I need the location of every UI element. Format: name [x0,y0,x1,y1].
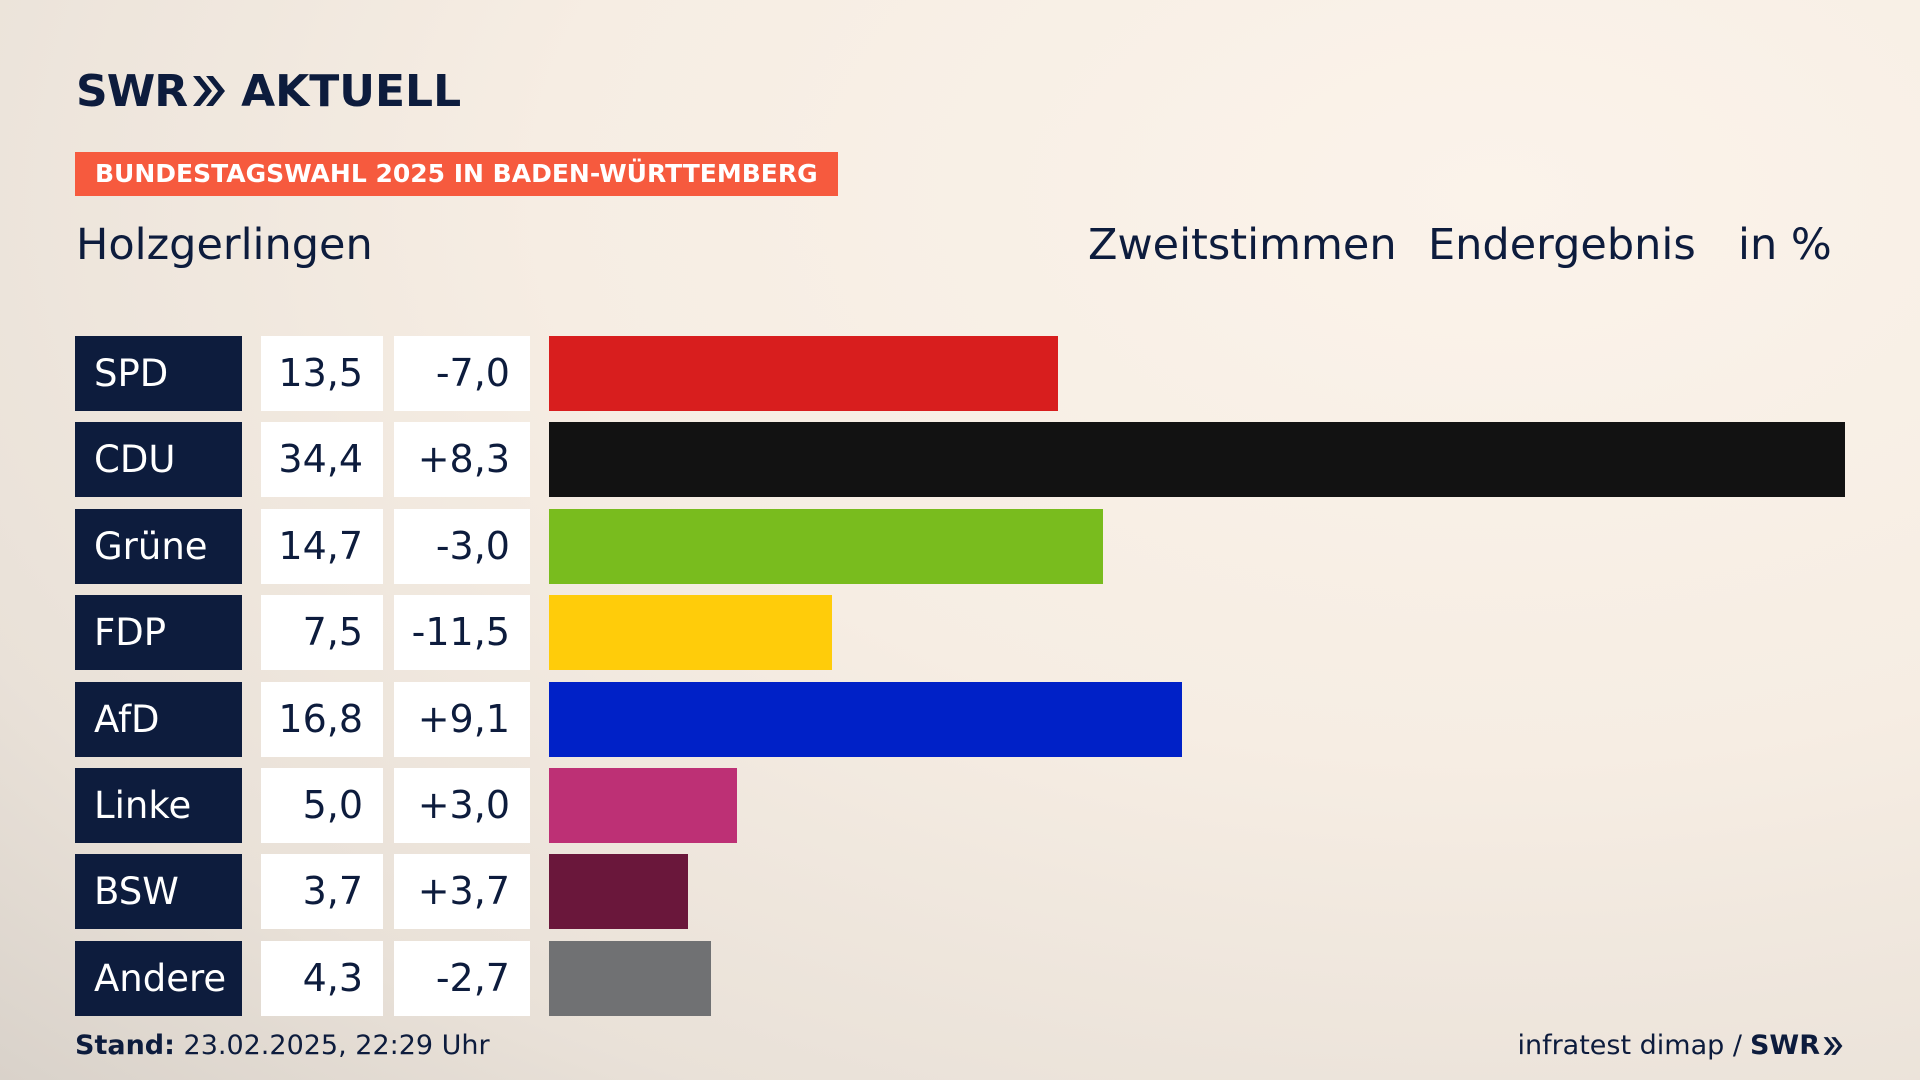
swr-aktuell-logo: SWR AKTUELL [76,65,462,117]
change-value: -2,7 [394,941,530,1016]
result-bar [549,768,737,843]
party-label: FDP [75,595,242,670]
change-value: +9,1 [394,682,530,757]
change-value: +3,7 [394,854,530,929]
party-label: Andere [75,941,242,1016]
election-tag: BUNDESTAGSWAHL 2025 IN BADEN-WÜRTTEMBERG [75,152,838,196]
place-title: Holzgerlingen [76,220,373,270]
vote-share-value: 13,5 [261,336,383,411]
change-value: -11,5 [394,595,530,670]
party-label: Linke [75,768,242,843]
result-bar [549,854,688,929]
party-label: Grüne [75,509,242,584]
stand-value: 23.02.2025, 22:29 Uhr [183,1030,490,1061]
double-chevron-right-icon [191,74,227,108]
party-label: AfD [75,682,242,757]
change-value: -7,0 [394,336,530,411]
vote-share-value: 34,4 [261,422,383,497]
change-value: +8,3 [394,422,530,497]
change-value: +3,0 [394,768,530,843]
stand-label: Stand: [75,1030,175,1061]
result-row: Grüne 14,7 -3,0 [75,509,1845,584]
vote-share-value: 5,0 [261,768,383,843]
result-row: SPD 13,5 -7,0 [75,336,1845,411]
result-row: CDU 34,4 +8,3 [75,422,1845,497]
result-bar [549,595,832,670]
source-text: infratest dimap / [1517,1030,1742,1061]
vote-share-value: 16,8 [261,682,383,757]
footer-swr-logo: SWR [1750,1030,1844,1061]
double-chevron-right-icon [1823,1036,1843,1055]
result-row: Andere 4,3 -2,7 [75,941,1845,1016]
source-credit: infratest dimap / SWR [1517,1030,1844,1061]
vote-share-value: 14,7 [261,509,383,584]
result-row: FDP 7,5 -11,5 [75,595,1845,670]
party-label: BSW [75,854,242,929]
result-bar [549,682,1182,757]
unit-label: in % [1738,220,1832,270]
result-row: BSW 3,7 +3,7 [75,854,1845,929]
result-row: AfD 16,8 +9,1 [75,682,1845,757]
result-bar [549,336,1058,411]
status-label: Endergebnis [1428,220,1696,270]
vote-share-value: 7,5 [261,595,383,670]
logo-swr-text: SWR [76,65,188,117]
change-value: -3,0 [394,509,530,584]
timestamp: Stand: 23.02.2025, 22:29 Uhr [75,1030,490,1061]
result-bar [549,941,711,1016]
party-label: CDU [75,422,242,497]
vote-type-label: Zweitstimmen [1088,220,1397,270]
party-label: SPD [75,336,242,411]
logo-aktuell-text: AKTUELL [241,65,462,117]
vote-share-value: 3,7 [261,854,383,929]
vote-share-value: 4,3 [261,941,383,1016]
result-bar [549,509,1103,584]
result-bar [549,422,1845,497]
result-row: Linke 5,0 +3,0 [75,768,1845,843]
footer-swr-text: SWR [1749,1030,1820,1061]
